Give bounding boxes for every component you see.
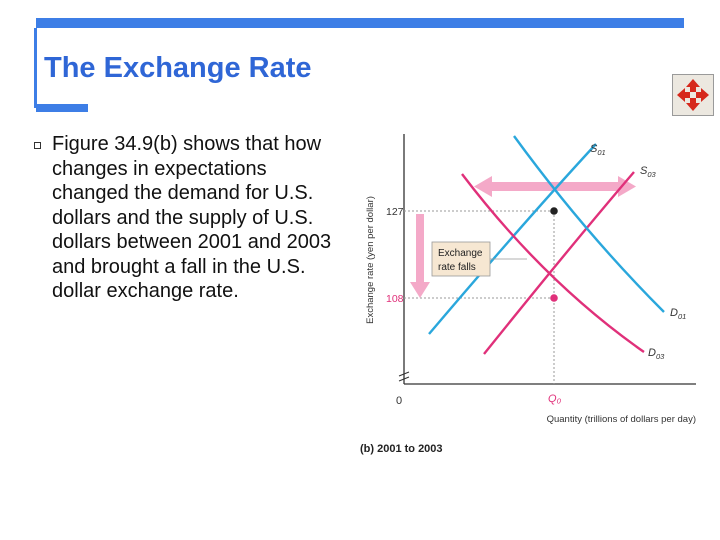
y-axis-label: Exchange rate (yen per dollar) — [365, 196, 376, 324]
body-text: Figure 34.9(b) shows that how changes in… — [52, 133, 332, 302]
bullet-marker — [34, 142, 41, 149]
figure-caption: (b) 2001 to 2003 — [360, 443, 443, 455]
label-supply-2003: S03 — [640, 165, 657, 179]
series-supply-2001 — [428, 143, 597, 335]
label-demand-2003: D03 — [648, 347, 665, 361]
series-demand-2003 — [461, 173, 645, 353]
demand-shift-left-arrow — [474, 176, 492, 197]
left-accent-bar — [34, 28, 37, 108]
top-accent-bar — [36, 18, 684, 28]
slide-title: The Exchange Rate — [44, 52, 312, 84]
equilibrium-2001-point — [550, 207, 558, 215]
axis-break-icon — [398, 371, 410, 382]
label-supply-2001: S01 — [590, 143, 606, 157]
move-arrows-icon — [677, 79, 709, 111]
shift-arrow-shaft — [489, 182, 619, 191]
annotation-line2: rate falls — [438, 262, 476, 273]
supply-shift-right-arrow — [618, 176, 636, 197]
title-underline-bar — [36, 104, 88, 112]
origin-label: 0 — [396, 395, 402, 407]
label-demand-2001: D01 — [670, 307, 686, 321]
series-demand-2001 — [513, 135, 665, 313]
move-button[interactable] — [672, 74, 714, 116]
rate-fall-arrow-head — [410, 282, 430, 298]
exchange-rate-figure: Exchange rate falls 127 108 0 Q₀ Exchang… — [360, 134, 696, 455]
annotation-box — [431, 241, 491, 277]
y-tick-108: 108 — [386, 293, 404, 305]
x-axis-label: Quantity (trillions of dollars per day) — [547, 414, 696, 425]
annotation-line1: Exchange — [438, 248, 483, 259]
rate-fall-arrow-shaft — [416, 214, 424, 286]
y-tick-127: 127 — [386, 206, 404, 218]
equilibrium-2003-point — [550, 294, 558, 302]
series-supply-2003 — [483, 171, 635, 355]
x-tick-q0: Q₀ — [548, 393, 562, 405]
